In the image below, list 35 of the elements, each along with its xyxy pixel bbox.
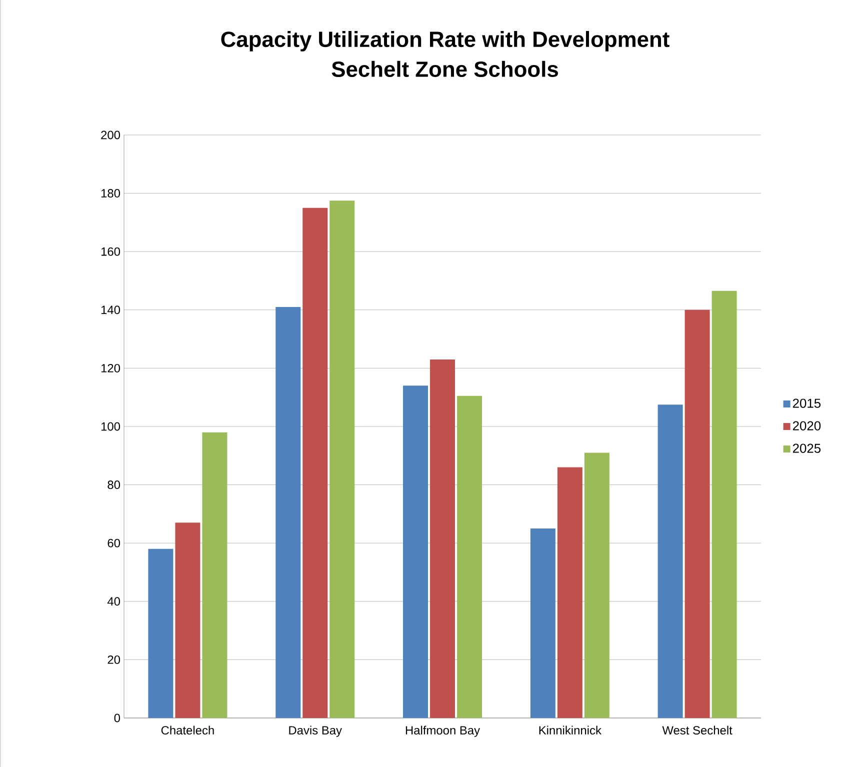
y-tick-label: 20 xyxy=(108,655,120,664)
x-tick-label: Halfmoon Bay xyxy=(406,726,480,737)
bar xyxy=(530,528,556,718)
bar xyxy=(712,290,737,718)
y-tick-label: 0 xyxy=(114,714,120,722)
bar xyxy=(302,208,328,718)
bar xyxy=(457,396,482,718)
bar xyxy=(330,200,355,718)
bar xyxy=(557,467,582,718)
y-tick-label: 140 xyxy=(101,306,120,314)
legend-label: 2015 xyxy=(792,398,821,408)
y-tick-label: 200 xyxy=(101,130,120,140)
y-tick-label: 120 xyxy=(101,364,120,372)
chart-title: Capacity Utilization Rate with Development Sechelt Zone Schools xyxy=(221,30,670,77)
bar xyxy=(584,452,610,718)
bar xyxy=(175,522,200,718)
y-tick-label: 100 xyxy=(101,422,120,431)
y-tick-label: 180 xyxy=(101,189,120,198)
legend-label: 2025 xyxy=(792,444,821,453)
bar xyxy=(430,359,456,718)
x-tick-label: Chatelech xyxy=(161,726,214,735)
bar xyxy=(658,404,683,718)
x-tick-label: West Sechelt xyxy=(662,726,732,735)
bar xyxy=(684,310,710,718)
bar xyxy=(403,386,428,718)
x-tick-label: Davis Bay xyxy=(289,726,342,737)
bar xyxy=(148,548,174,718)
x-tick-label: Kinnikinnick xyxy=(539,726,602,735)
y-tick-label: 40 xyxy=(107,597,120,606)
y-tick-label: 60 xyxy=(108,538,120,548)
y-tick-label: 80 xyxy=(108,480,120,490)
bar xyxy=(202,432,228,718)
bar xyxy=(276,306,301,718)
y-tick-label: 160 xyxy=(101,247,120,256)
legend-label: 2020 xyxy=(792,421,821,430)
